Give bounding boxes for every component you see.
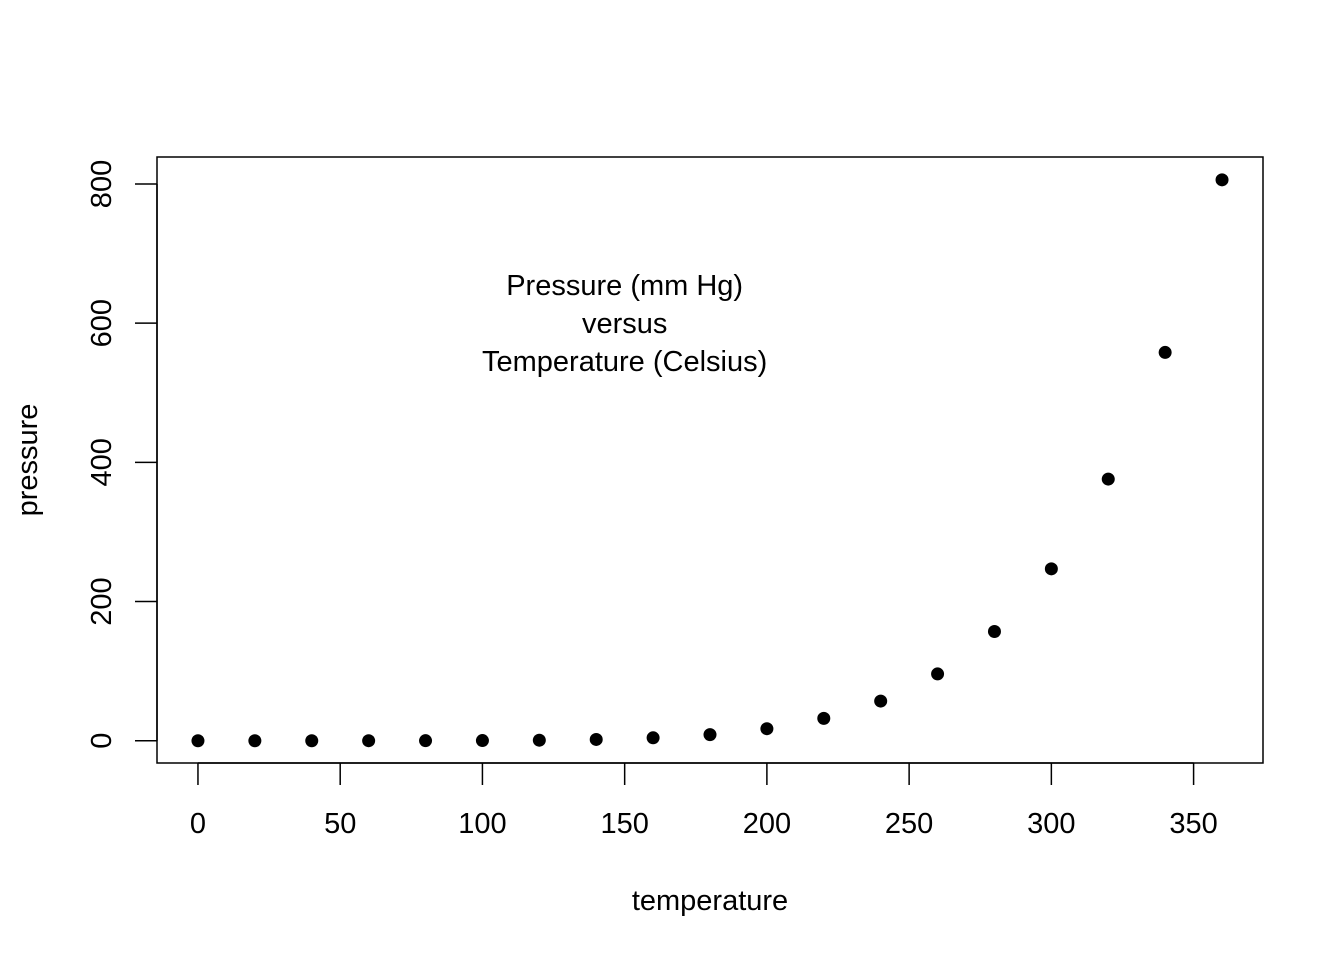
x-tick-label: 350 xyxy=(1169,808,1217,840)
data-point xyxy=(1044,562,1058,576)
y-tick-label: 800 xyxy=(86,160,118,208)
data-point xyxy=(1158,345,1172,359)
data-point xyxy=(532,733,546,747)
x-tick-label: 150 xyxy=(600,808,648,840)
data-point xyxy=(646,731,660,745)
data-point xyxy=(817,711,831,725)
annotation-line: Temperature (Celsius) xyxy=(482,346,767,378)
data-point xyxy=(191,734,205,748)
x-tick-label: 250 xyxy=(885,808,933,840)
data-point xyxy=(874,694,888,708)
data-point xyxy=(1215,173,1229,187)
x-tick-label: 50 xyxy=(324,808,356,840)
data-point xyxy=(248,734,262,748)
data-point xyxy=(760,722,774,736)
data-point xyxy=(475,734,489,748)
x-tick-label: 0 xyxy=(190,808,206,840)
y-tick-label: 400 xyxy=(86,438,118,486)
y-tick-label: 0 xyxy=(86,733,118,749)
x-axis-label: temperature xyxy=(632,885,788,917)
annotation-line: Pressure (mm Hg) xyxy=(506,270,743,302)
data-point xyxy=(419,734,433,748)
x-tick-label: 300 xyxy=(1027,808,1075,840)
chart-annotation: Pressure (mm Hg) versus Temperature (Celsi… xyxy=(482,270,767,378)
data-point xyxy=(589,732,603,746)
data-point xyxy=(305,734,319,748)
data-point xyxy=(703,728,717,742)
data-point xyxy=(987,624,1001,638)
y-tick-label: 600 xyxy=(86,299,118,347)
data-points xyxy=(191,173,1229,748)
data-point xyxy=(931,667,945,681)
y-tick-label: 200 xyxy=(86,577,118,625)
x-tick-label: 200 xyxy=(743,808,791,840)
annotation-line: versus xyxy=(582,308,667,340)
x-tick-label: 100 xyxy=(458,808,506,840)
plot-frame xyxy=(156,156,1264,764)
y-axis-label: pressure xyxy=(12,404,44,517)
data-point xyxy=(362,734,376,748)
data-point xyxy=(1101,472,1115,486)
y-axis: 0 200 400 600 800 xyxy=(86,160,158,749)
x-axis: 0 50 100 150 200 250 300 350 xyxy=(190,762,1218,840)
